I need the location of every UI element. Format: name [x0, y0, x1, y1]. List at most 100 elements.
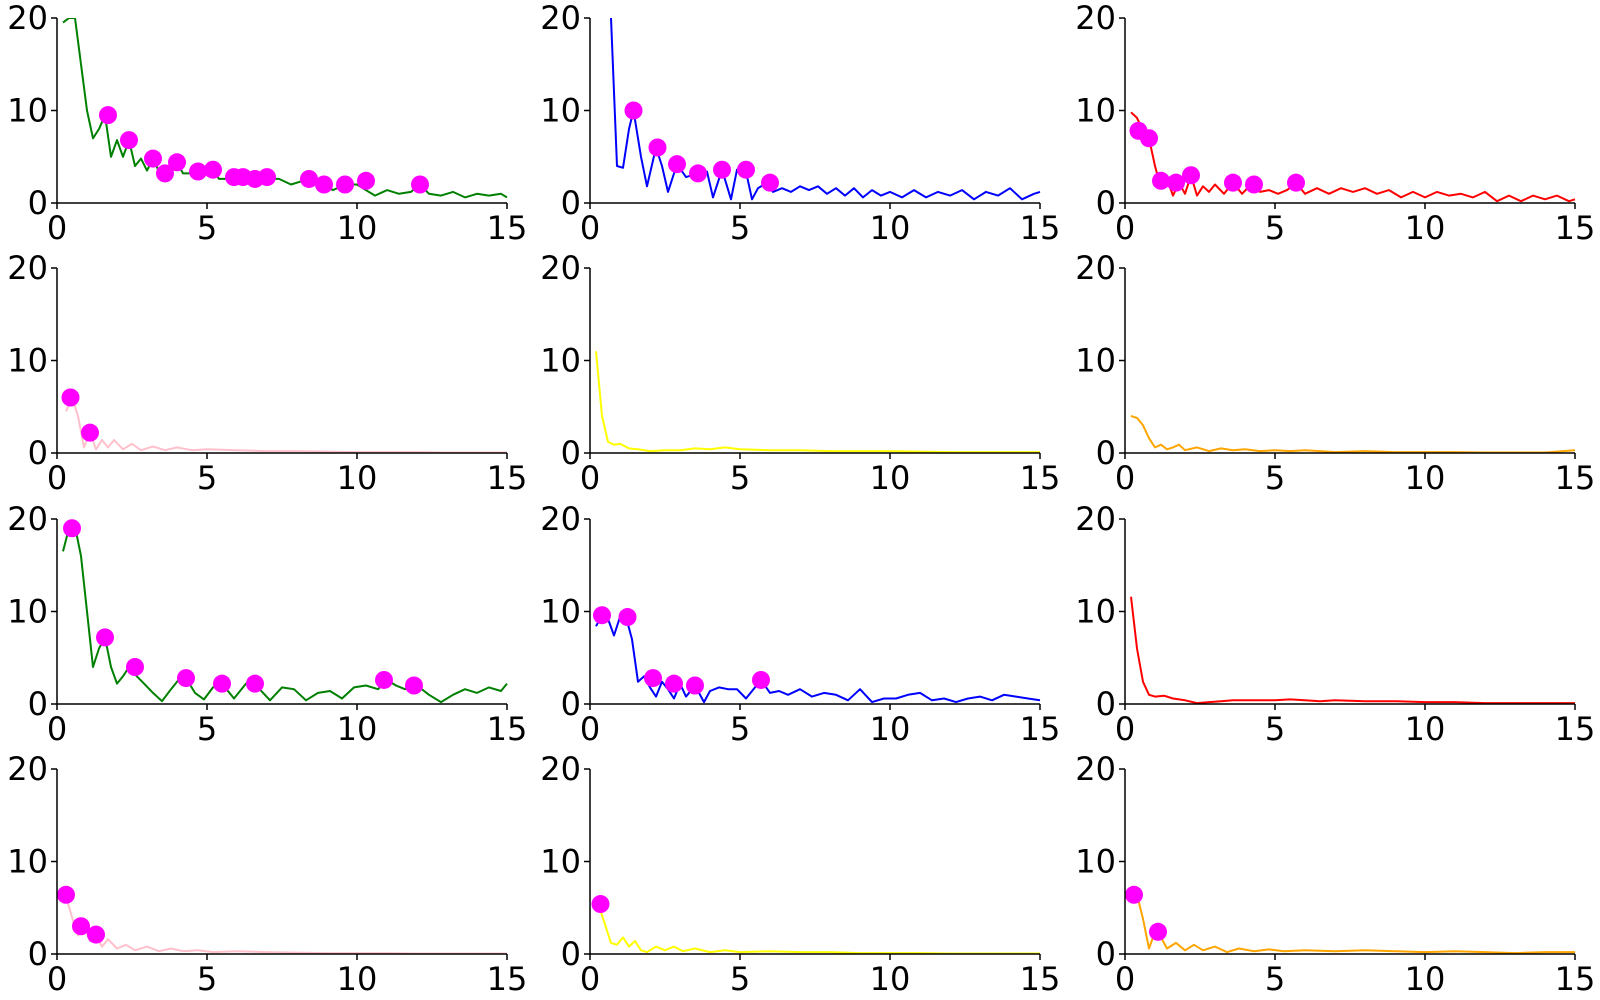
peak-marker — [737, 160, 755, 179]
y-tick-label: 10 — [540, 593, 581, 631]
x-tick-label: 15 — [487, 459, 528, 497]
y-tick-label: 20 — [1075, 500, 1116, 538]
x-tick-label: 15 — [1555, 960, 1596, 998]
series-line — [65, 396, 507, 453]
y-tick-label: 20 — [7, 249, 48, 287]
peak-marker — [624, 101, 643, 120]
peak-marker — [761, 173, 779, 192]
peak-marker — [87, 925, 105, 944]
x-tick-label: 0 — [47, 209, 67, 247]
x-tick-label: 15 — [1555, 710, 1596, 748]
y-tick-label: 10 — [7, 342, 48, 380]
peak-marker — [689, 164, 707, 183]
subplot-row1-col2: 0 5 10 15 0 10 20 — [540, 0, 1060, 247]
x-tick-label: 10 — [870, 209, 911, 247]
peak-marker — [156, 164, 174, 183]
y-tick-label: 20 — [7, 500, 48, 538]
x-tick-label: 5 — [197, 710, 217, 748]
subplot-row3-col2: 0 5 10 15 0 10 20 — [540, 500, 1060, 748]
y-tick-label: 0 — [28, 685, 48, 723]
series-line — [1130, 596, 1575, 704]
series-line — [595, 351, 1040, 453]
series-line — [65, 896, 507, 954]
y-tick-label: 20 — [7, 750, 48, 788]
x-tick-label: 10 — [337, 459, 378, 497]
y-tick-label: 0 — [1096, 434, 1116, 472]
peak-marker — [357, 171, 375, 190]
subplot-row4-col3: 0 5 10 15 0 10 20 — [1075, 750, 1595, 998]
peak-marker — [63, 519, 81, 538]
x-tick-label: 15 — [487, 960, 528, 998]
subplot-row2-col2: 0 5 10 15 0 10 20 — [540, 249, 1060, 497]
y-tick-label: 10 — [7, 843, 48, 881]
y-tick-label: 0 — [1096, 184, 1116, 222]
peak-marker — [300, 169, 318, 188]
y-tick-label: 20 — [1075, 249, 1116, 287]
y-tick-label: 20 — [7, 0, 48, 37]
y-tick-label: 20 — [540, 750, 581, 788]
series-line — [595, 614, 1041, 704]
x-tick-label: 0 — [580, 960, 600, 998]
x-tick-label: 10 — [870, 710, 911, 748]
x-tick-label: 5 — [730, 710, 750, 748]
x-tick-label: 10 — [870, 960, 911, 998]
series-line — [598, 905, 1040, 954]
series-line — [610, 18, 1041, 201]
y-tick-label: 0 — [561, 434, 581, 472]
peak-marker — [61, 388, 80, 407]
peak-marker — [668, 155, 686, 174]
peak-marker — [213, 674, 231, 693]
y-tick-label: 20 — [1075, 750, 1116, 788]
y-tick-label: 10 — [7, 593, 48, 631]
x-tick-label: 15 — [1555, 209, 1596, 247]
peak-marker — [752, 670, 770, 689]
x-tick-label: 5 — [1265, 459, 1285, 497]
peak-marker — [189, 162, 207, 181]
peak-marker — [405, 676, 423, 695]
x-tick-label: 10 — [337, 960, 378, 998]
y-tick-label: 0 — [1096, 685, 1116, 723]
x-tick-label: 15 — [1555, 459, 1596, 497]
peak-marker — [120, 131, 138, 150]
x-tick-label: 5 — [197, 209, 217, 247]
peak-marker — [204, 160, 222, 179]
series-line — [1130, 111, 1576, 203]
x-tick-label: 0 — [47, 459, 67, 497]
x-tick-label: 15 — [1020, 960, 1061, 998]
x-tick-label: 0 — [580, 209, 600, 247]
peak-marker — [1125, 885, 1143, 904]
x-tick-label: 5 — [730, 459, 750, 497]
x-tick-label: 5 — [730, 960, 750, 998]
x-tick-label: 10 — [1405, 710, 1446, 748]
peak-marker — [648, 138, 667, 157]
subplot-row3-col1: 0 5 10 15 0 10 20 — [7, 500, 527, 748]
y-tick-label: 20 — [1075, 0, 1116, 37]
peak-marker — [1245, 175, 1263, 194]
peak-marker — [96, 628, 114, 647]
x-tick-label: 10 — [870, 459, 911, 497]
x-tick-label: 0 — [1115, 960, 1135, 998]
x-tick-label: 10 — [1405, 209, 1446, 247]
peak-marker — [375, 670, 393, 689]
subplot-row4-col1: 0 5 10 15 0 10 20 — [7, 750, 527, 998]
y-tick-label: 0 — [28, 184, 48, 222]
peak-marker — [258, 168, 276, 187]
x-tick-label: 10 — [337, 710, 378, 748]
x-tick-label: 10 — [1405, 960, 1446, 998]
y-tick-label: 0 — [28, 434, 48, 472]
y-tick-label: 20 — [540, 249, 581, 287]
subplot-row3-col3: 0 5 10 15 0 10 20 — [1075, 500, 1595, 748]
series-line — [1130, 893, 1575, 954]
x-tick-label: 10 — [337, 209, 378, 247]
subplot-row1-col1: 0 5 10 15 0 10 20 — [7, 0, 527, 247]
peak-marker — [177, 669, 195, 688]
x-tick-label: 5 — [1265, 960, 1285, 998]
x-tick-label: 0 — [1115, 710, 1135, 748]
peak-marker — [1140, 129, 1158, 148]
peak-marker — [411, 175, 429, 194]
y-tick-label: 10 — [1075, 342, 1116, 380]
x-tick-label: 0 — [580, 459, 600, 497]
peak-marker — [1182, 166, 1200, 185]
y-tick-label: 10 — [540, 92, 581, 130]
